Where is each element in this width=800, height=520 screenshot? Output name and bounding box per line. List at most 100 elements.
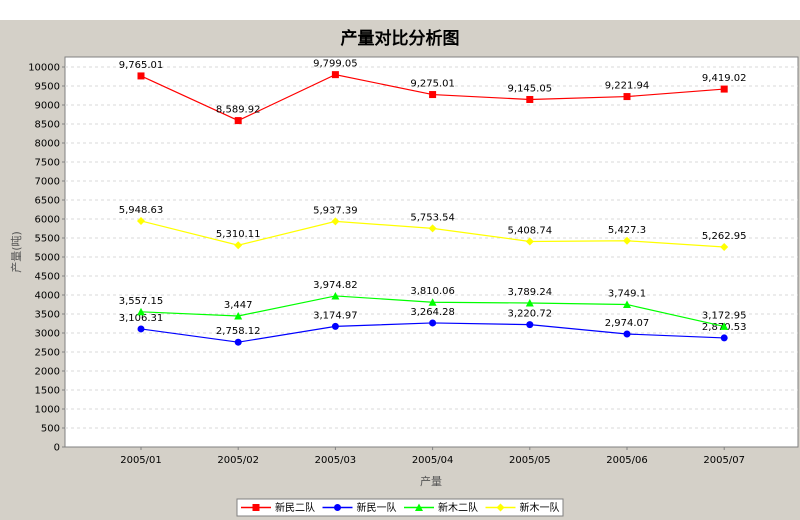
data-label: 3,557.15 [119, 296, 164, 307]
y-tick-label: 1500 [35, 386, 60, 397]
legend-entry-label: 新木二队 [438, 501, 478, 514]
data-label: 3,447 [224, 300, 253, 311]
data-point [720, 85, 728, 93]
data-point [234, 312, 243, 320]
y-tick-label: 0 [54, 443, 60, 454]
data-point [137, 307, 145, 316]
data-label: 3,810.06 [410, 286, 455, 297]
x-tick-label: 2005/02 [217, 455, 259, 466]
data-label: 5,427.3 [608, 225, 646, 236]
data-label: 5,310.11 [216, 229, 261, 240]
legend-swatch-marker [496, 503, 505, 512]
data-point [234, 338, 242, 346]
data-label: 3,749.1 [608, 289, 646, 300]
y-tick-label: 500 [41, 424, 60, 435]
data-point [331, 322, 339, 330]
y-tick-label: 5000 [35, 253, 60, 264]
y-tick-label: 3000 [35, 329, 60, 340]
data-label: 3,172.95 [702, 310, 747, 321]
y-tick-label: 6500 [35, 196, 60, 207]
y-tick-label: 9500 [35, 82, 60, 93]
data-point [623, 300, 631, 309]
data-point [623, 93, 631, 101]
data-label: 9,419.02 [702, 73, 747, 84]
data-label: 3,220.72 [508, 309, 553, 320]
data-point [428, 224, 437, 233]
data-point [429, 91, 437, 99]
y-tick-label: 7500 [35, 158, 60, 169]
x-tick-label: 2005/01 [120, 455, 162, 466]
data-point [526, 321, 534, 329]
data-label: 5,408.74 [508, 225, 553, 236]
y-tick-label: 2500 [35, 348, 60, 359]
y-tick-label: 8500 [35, 120, 60, 131]
data-label: 3,174.97 [313, 310, 358, 321]
y-tick-label: 6000 [35, 215, 60, 226]
y-tick-label: 5500 [35, 234, 60, 245]
data-label: 3,264.28 [410, 307, 455, 318]
data-label: 9,799.05 [313, 59, 358, 70]
legend-swatch-marker [252, 504, 260, 511]
data-label: 5,937.39 [313, 205, 358, 216]
chart-title: 产量对比分析图 [341, 28, 460, 49]
data-label: 9,765.01 [119, 60, 164, 71]
data-label: 5,262.95 [702, 231, 747, 242]
y-tick-label: 9000 [35, 101, 60, 112]
legend-swatch-marker [334, 504, 341, 511]
x-axis-ticks: 2005/01 2005/02 2005/03 2005/04 2005/05 2005/… [120, 447, 745, 466]
data-point [623, 330, 631, 338]
x-tick-label: 2005/05 [509, 455, 551, 466]
x-axis-label: 产量 [420, 474, 442, 488]
y-axis-ticks: 0 500 1000 1500 2000 2500 3000 3500 4000 4500 5000… [28, 63, 65, 454]
legend-box [236, 498, 564, 517]
y-axis-label: 产量(吨) [9, 231, 23, 273]
legend-entry-label: 新民二队 [275, 501, 315, 514]
data-point [234, 117, 242, 125]
data-label: 5,753.54 [410, 212, 455, 223]
y-tick-label: 4000 [35, 291, 60, 302]
series-layer: 9,765.01 8,589.92 9,799.05 9,275.01 9,145.05… [119, 59, 747, 346]
data-point [525, 299, 534, 307]
x-tick-label: 2005/04 [412, 455, 454, 466]
data-point [623, 236, 631, 245]
data-point [526, 95, 534, 103]
y-tick-label: 7000 [35, 177, 60, 188]
data-point [331, 291, 340, 300]
x-tick-label: 2005/03 [315, 455, 357, 466]
data-label: 9,145.05 [508, 83, 553, 94]
data-label: 8,589.92 [216, 105, 261, 116]
legend: 新民二队 新民一队 新木二队 新木一队 [236, 498, 564, 517]
data-point [137, 72, 145, 80]
y-tick-label: 10000 [28, 63, 60, 74]
data-point [331, 217, 340, 226]
data-point [331, 71, 339, 79]
data-label: 2,974.07 [605, 318, 650, 329]
legend-swatch-marker [415, 503, 423, 511]
data-label: 2,758.12 [216, 326, 261, 337]
legend-entry-label: 新民一队 [357, 501, 397, 514]
data-point [720, 243, 729, 252]
plot-area [64, 56, 799, 448]
data-point [137, 216, 145, 225]
data-label: 9,275.01 [410, 79, 455, 90]
data-point [525, 237, 534, 246]
gridlines [65, 66, 798, 429]
data-label: 3,974.82 [313, 280, 358, 291]
data-point [429, 319, 437, 327]
data-label: 3,106.31 [119, 313, 164, 324]
data-label: 9,221.94 [605, 81, 650, 92]
data-point [720, 322, 729, 330]
data-point [137, 325, 145, 333]
legend-entry-label: 新木一队 [520, 501, 560, 514]
data-point [720, 334, 728, 342]
y-tick-label: 4500 [35, 272, 60, 283]
y-tick-label: 3500 [35, 310, 60, 321]
y-tick-label: 1000 [35, 405, 60, 416]
data-label: 3,789.24 [508, 287, 553, 298]
data-label: 5,948.63 [119, 205, 164, 216]
data-point [428, 298, 437, 306]
x-tick-label: 2005/06 [606, 455, 648, 466]
data-point [234, 241, 243, 250]
y-tick-label: 2000 [35, 367, 60, 378]
